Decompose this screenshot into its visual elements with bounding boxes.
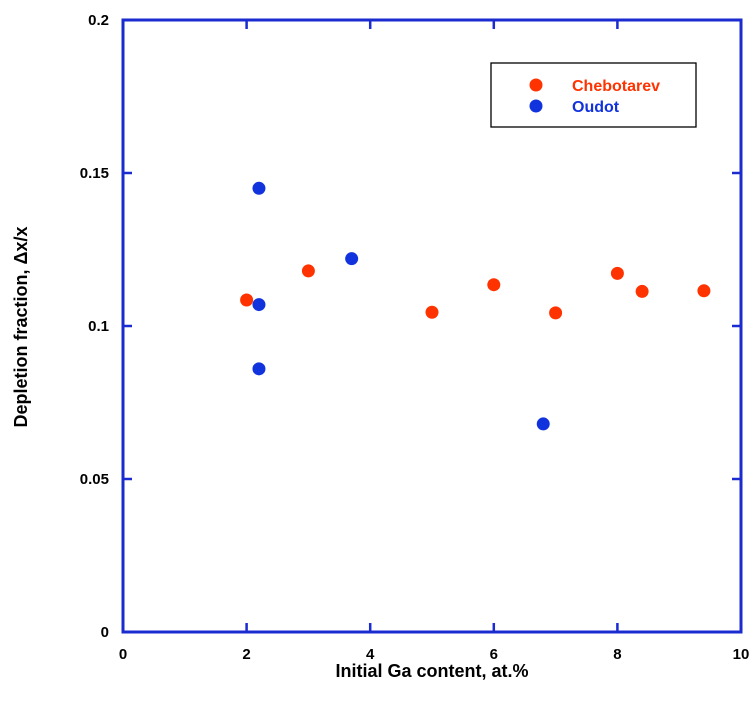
data-point-chebotarev [549, 306, 563, 320]
y-axis-title: Depletion fraction, Δx/x [11, 227, 31, 428]
data-point-oudot [252, 362, 266, 376]
x-axis-title: Initial Ga content, at.% [335, 661, 528, 681]
x-tick-label: 2 [242, 646, 250, 663]
data-point-chebotarev [301, 264, 315, 278]
x-tick-label: 0 [119, 646, 127, 663]
legend-marker-oudot [529, 99, 543, 113]
data-points [240, 181, 711, 431]
y-tick-label: 0.05 [80, 471, 109, 488]
data-point-chebotarev [610, 266, 624, 280]
y-tick-label: 0.1 [88, 318, 109, 335]
x-tick-label: 4 [366, 646, 375, 663]
legend-marker-chebotarev [529, 78, 543, 92]
x-tick-label: 6 [490, 646, 498, 663]
data-point-chebotarev [697, 284, 711, 298]
data-point-chebotarev [425, 305, 439, 319]
data-point-oudot [252, 298, 266, 312]
legend-label-oudot: Oudot [572, 99, 620, 116]
x-tick-label: 8 [613, 646, 621, 663]
y-tick-label: 0.15 [80, 165, 109, 182]
axis-ticks [121, 18, 743, 634]
x-tick-label: 10 [733, 646, 750, 663]
y-tick-label: 0 [101, 624, 109, 641]
legend-label-chebotarev: Chebotarev [572, 78, 660, 95]
data-point-oudot [252, 181, 266, 195]
data-point-oudot [345, 252, 359, 266]
data-point-chebotarev [635, 284, 649, 298]
data-point-chebotarev [240, 293, 254, 307]
data-point-oudot [536, 417, 550, 431]
legend-box [490, 62, 697, 128]
y-tick-label: 0.2 [88, 12, 109, 29]
legend: Chebotarev Oudot [490, 62, 697, 128]
data-point-chebotarev [487, 278, 501, 292]
axis-tick-labels: 0 2 4 6 8 10 0 0.05 0.1 0.15 0.2 [80, 12, 750, 663]
